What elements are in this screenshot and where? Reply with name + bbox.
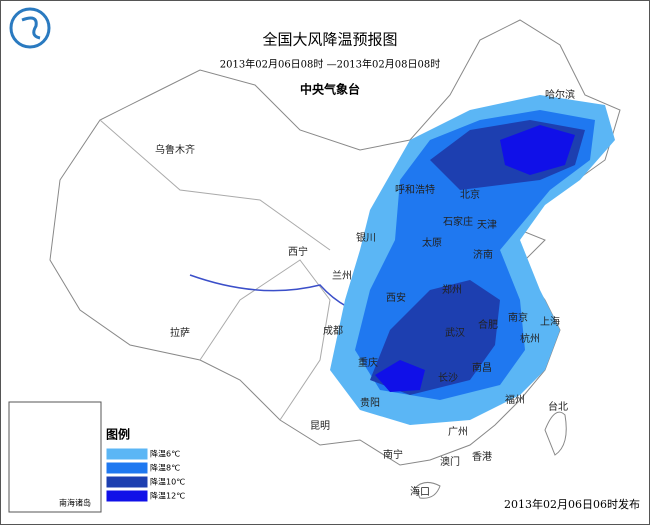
city-label: 澳门 bbox=[440, 455, 460, 468]
island bbox=[414, 482, 441, 499]
city-label: 南京 bbox=[508, 311, 528, 324]
city-label: 太原 bbox=[422, 236, 442, 249]
city-label: 天津 bbox=[477, 219, 497, 231]
city-label: 哈尔滨 bbox=[545, 88, 575, 101]
city-label: 上海 bbox=[540, 315, 560, 328]
city-label: 拉萨 bbox=[170, 326, 190, 339]
city-label: 台北 bbox=[548, 400, 568, 413]
city-label: 贵阳 bbox=[360, 396, 380, 409]
city-label: 南宁 bbox=[383, 448, 403, 461]
city-label: 银川 bbox=[356, 231, 376, 244]
city-label: 武汉 bbox=[445, 326, 465, 339]
city-label: 北京 bbox=[460, 188, 480, 201]
city-label: 南昌 bbox=[472, 361, 492, 374]
city-label: 郑州 bbox=[442, 283, 462, 296]
city-label: 杭州 bbox=[520, 332, 540, 345]
city-label: 济南 bbox=[473, 248, 493, 261]
city-label: 合肥 bbox=[478, 318, 498, 331]
legend-swatch bbox=[105, 461, 149, 475]
legend-label: 降温12℃ bbox=[150, 491, 185, 501]
legend-label: 降温10℃ bbox=[150, 477, 185, 487]
city-label: 成都 bbox=[323, 325, 343, 337]
city-label: 昆明 bbox=[310, 420, 330, 432]
title: 全国大风降温预报图 bbox=[262, 31, 397, 49]
province-border bbox=[199, 259, 331, 421]
legend-swatch bbox=[105, 447, 149, 461]
city-label: 石家庄 bbox=[443, 215, 473, 228]
inset-label: 南海诸岛 bbox=[59, 498, 91, 508]
inset bbox=[8, 401, 102, 513]
logo-mark bbox=[21, 16, 41, 40]
legend-swatch bbox=[105, 475, 149, 489]
island bbox=[544, 411, 567, 456]
city-label: 福州 bbox=[505, 393, 525, 406]
legend-title: 图例 bbox=[106, 427, 130, 442]
city-label: 海口 bbox=[410, 485, 430, 498]
issuer: 中央气象台 bbox=[300, 82, 360, 97]
city-label: 西安 bbox=[386, 291, 406, 304]
city-label: 重庆 bbox=[358, 356, 378, 369]
published: 2013年02月06日06时发布 bbox=[504, 497, 640, 511]
legend-swatch bbox=[105, 489, 149, 503]
city-label: 香港 bbox=[472, 451, 492, 463]
legend: 降温6℃ 降温8℃ 降温10℃ 降温12℃ bbox=[105, 447, 185, 503]
province-border bbox=[99, 119, 331, 251]
city-label: 长沙 bbox=[438, 372, 458, 384]
zone-12 bbox=[375, 125, 575, 392]
zone-10 bbox=[370, 120, 585, 395]
period: 2013年02月06日08时 —2013年02月08日08时 bbox=[220, 58, 440, 71]
city-label: 西宁 bbox=[288, 245, 308, 258]
logo bbox=[9, 7, 51, 49]
city-label: 呼和浩特 bbox=[395, 184, 435, 196]
city-label: 乌鲁木齐 bbox=[155, 143, 195, 156]
city-label: 兰州 bbox=[332, 269, 352, 282]
legend-label: 降温6℃ bbox=[150, 449, 180, 459]
city-label: 广州 bbox=[448, 426, 468, 438]
legend-label: 降温8℃ bbox=[150, 463, 180, 473]
